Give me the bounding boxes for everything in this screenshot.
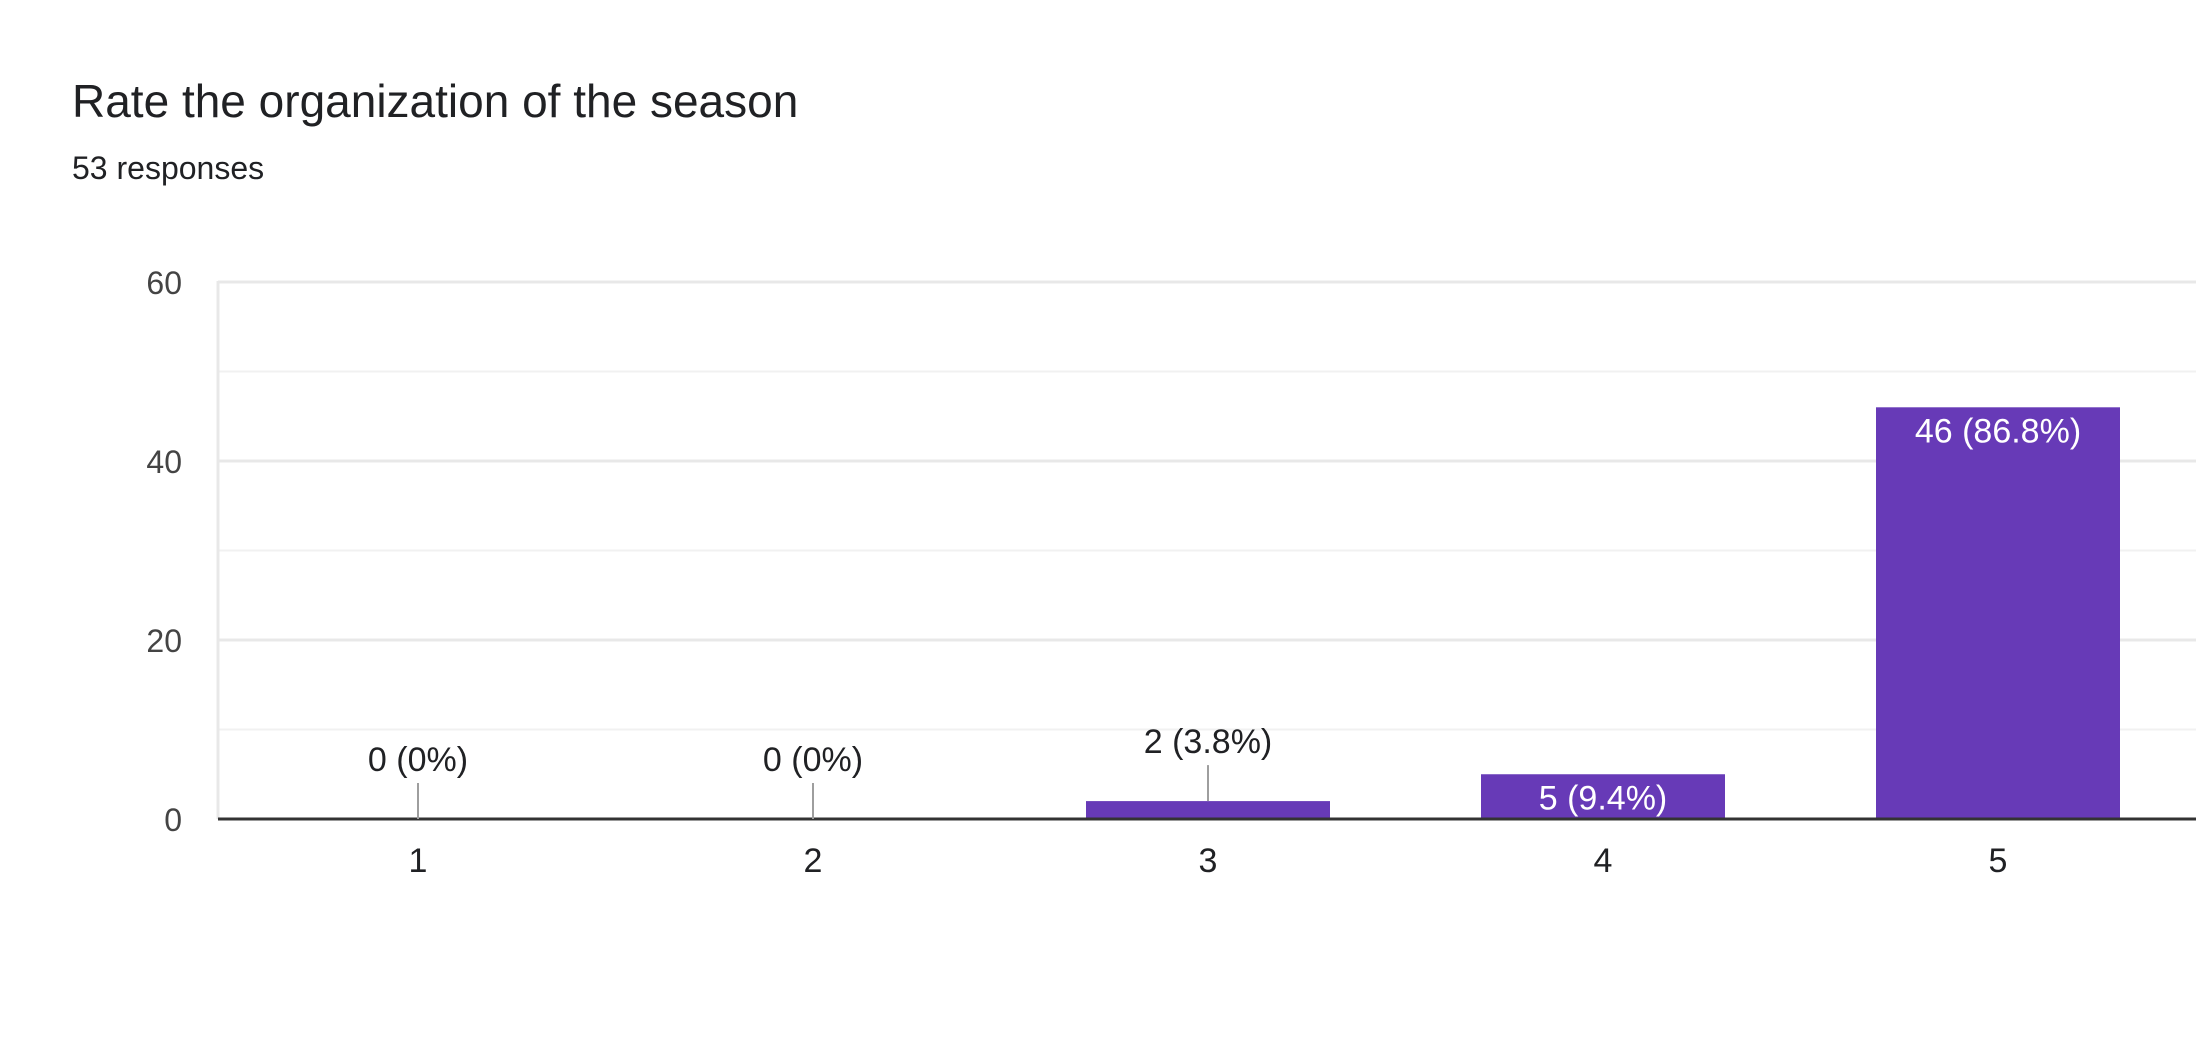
data-label: 46 (86.8%) bbox=[1915, 412, 2081, 450]
x-tick-label: 4 bbox=[1594, 842, 1613, 880]
bar bbox=[1876, 407, 2120, 819]
bar bbox=[1481, 774, 1725, 819]
bars bbox=[1086, 407, 2120, 819]
response-count: 53 responses bbox=[72, 150, 265, 186]
data-label: 0 (0%) bbox=[368, 741, 468, 779]
x-tick-label: 1 bbox=[409, 842, 428, 880]
gridlines bbox=[216, 280, 2196, 819]
axes: 0 20 40 60 1 2 3 4 5 bbox=[146, 265, 2196, 880]
data-labels: 0 (0%) 0 (0%) 2 (3.8%) 5 (9.4%) 46 (86.8%) bbox=[368, 412, 2081, 819]
data-label: 0 (0%) bbox=[763, 741, 863, 779]
y-tick-label: 40 bbox=[146, 444, 182, 480]
bar bbox=[1086, 801, 1330, 819]
x-tick-label: 5 bbox=[1989, 842, 2008, 880]
y-tick-label: 60 bbox=[146, 265, 182, 301]
y-tick-label: 0 bbox=[164, 802, 182, 838]
x-tick-label: 3 bbox=[1199, 842, 1218, 880]
x-tick-label: 2 bbox=[804, 842, 823, 880]
chart-title: Rate the organization of the season bbox=[72, 75, 799, 127]
data-label: 2 (3.8%) bbox=[1144, 723, 1273, 761]
y-tick-label: 20 bbox=[146, 623, 182, 659]
data-label: 5 (9.4%) bbox=[1539, 779, 1668, 817]
